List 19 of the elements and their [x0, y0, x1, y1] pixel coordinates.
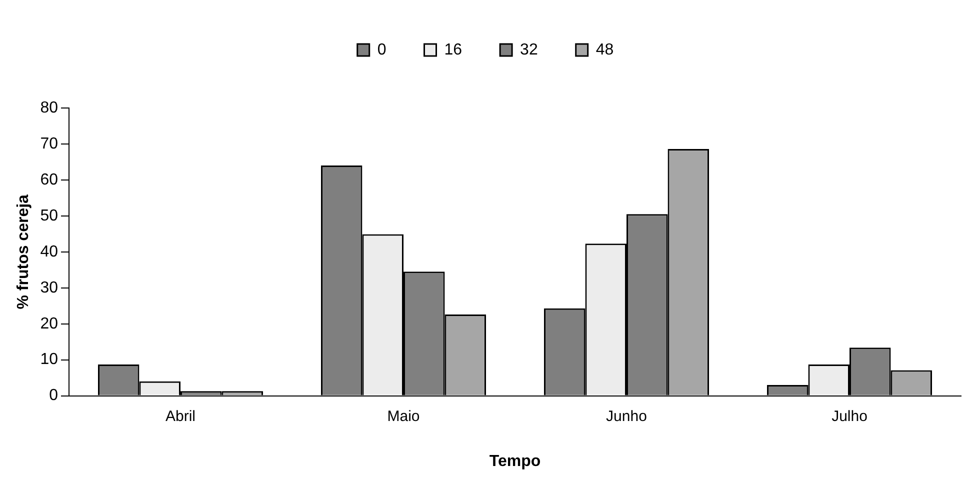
y-tick-label: 10 — [40, 351, 58, 368]
x-tick-label: Abril — [165, 408, 196, 425]
y-tick-label: 60 — [40, 171, 58, 188]
y-tick-label: 40 — [40, 243, 58, 260]
legend-label: 0 — [377, 41, 386, 58]
y-tick-label: 0 — [49, 387, 58, 404]
y-tick-label: 20 — [40, 315, 58, 332]
y-axis-title: % frutos cereja — [15, 194, 32, 310]
y-tick-label: 70 — [40, 135, 58, 152]
y-tick-label: 30 — [40, 279, 58, 296]
x-tick-label: Junho — [606, 408, 647, 425]
y-tick-label: 50 — [40, 207, 58, 224]
legend-label: 48 — [596, 41, 614, 58]
legend-label: 32 — [520, 41, 538, 58]
x-axis-title: Tempo — [489, 452, 541, 470]
x-tick-label: Maio — [387, 408, 420, 425]
y-tick-label: 80 — [40, 99, 58, 116]
legend-label: 16 — [444, 41, 462, 58]
x-tick-label: Julho — [832, 408, 868, 425]
